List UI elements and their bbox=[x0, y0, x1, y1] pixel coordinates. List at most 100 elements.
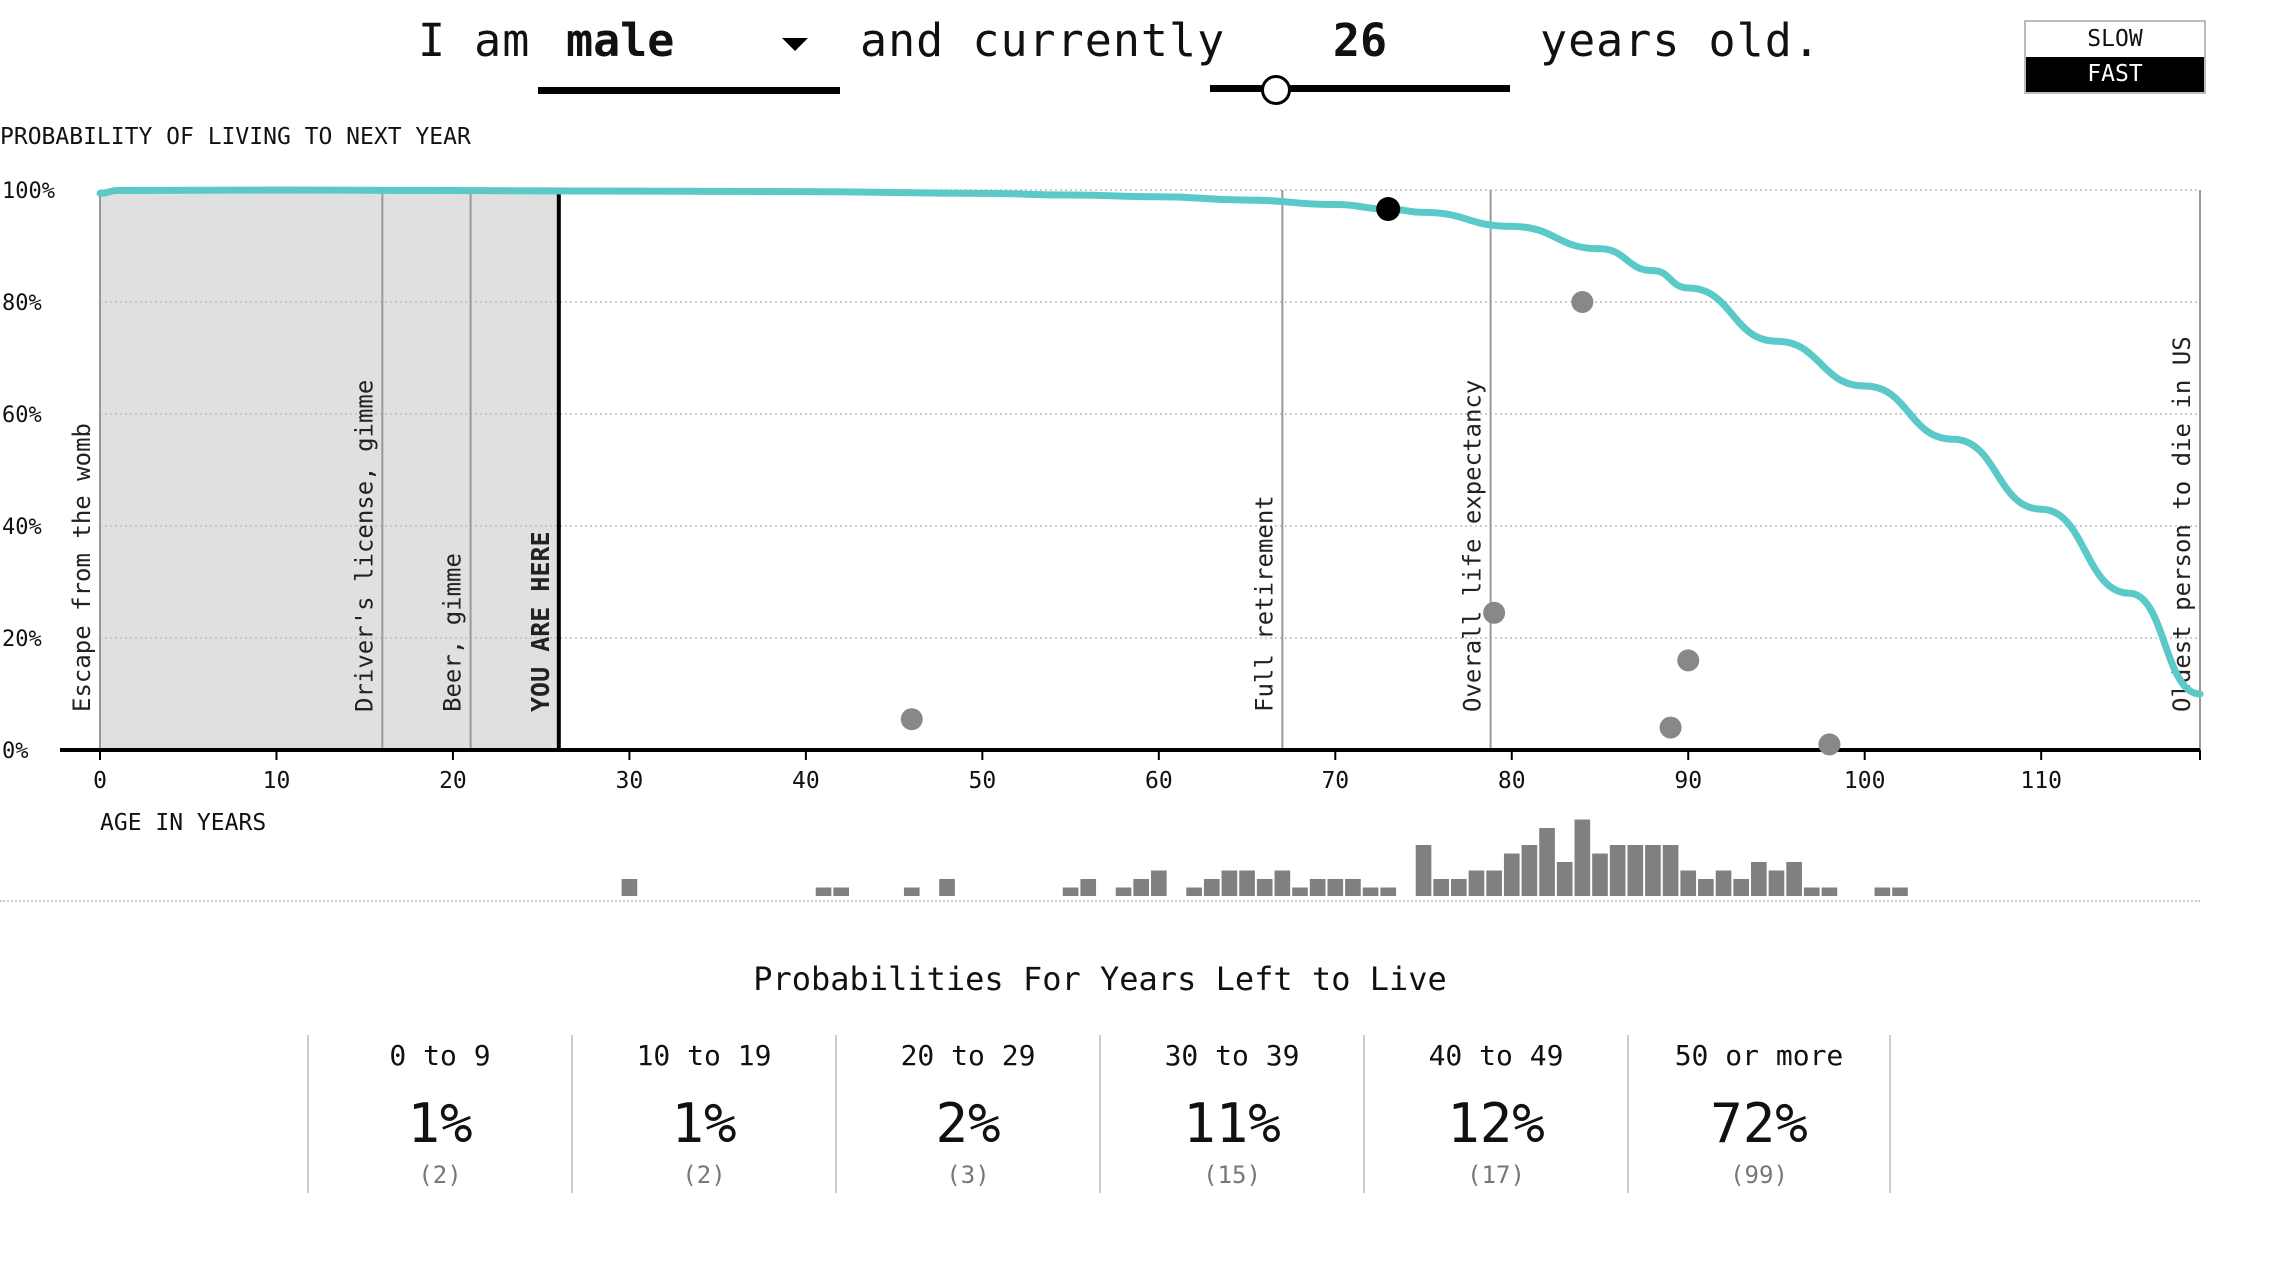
simulated-death-dot bbox=[1659, 716, 1682, 739]
x-tick-label: 50 bbox=[969, 768, 997, 794]
histogram-bar bbox=[1327, 879, 1344, 896]
gender-select[interactable]: male bbox=[538, 14, 840, 94]
years-left-cell: 20 to 29 2% (3) bbox=[835, 1035, 1099, 1193]
cell-range: 30 to 39 bbox=[1164, 1039, 1300, 1072]
chevron-down-icon[interactable] bbox=[782, 38, 808, 51]
histogram-bar bbox=[1151, 870, 1167, 896]
histogram-bar bbox=[1539, 828, 1555, 896]
milestone-label: Full retirement bbox=[1250, 495, 1278, 712]
histogram-bar bbox=[1186, 887, 1202, 896]
cell-percent: 2% bbox=[935, 1092, 1001, 1155]
simulated-death-dot bbox=[900, 708, 923, 731]
histogram-bar bbox=[1892, 887, 1908, 896]
histogram-bar bbox=[1662, 845, 1679, 896]
years-left-cell: 0 to 9 1% (2) bbox=[307, 1035, 571, 1193]
histogram-bar bbox=[1698, 879, 1714, 896]
slider-track[interactable] bbox=[1210, 85, 1510, 92]
slider-handle[interactable] bbox=[1261, 75, 1291, 105]
milestone-label: Driver's license, gimme bbox=[350, 380, 378, 712]
histogram-bar bbox=[939, 879, 955, 896]
histogram-bar bbox=[1574, 819, 1591, 896]
cell-range: 40 to 49 bbox=[1428, 1039, 1564, 1072]
histogram-bar bbox=[1468, 870, 1485, 896]
years-left-cell: 10 to 19 1% (2) bbox=[571, 1035, 835, 1193]
histogram-bar bbox=[1309, 879, 1326, 896]
histogram-bar bbox=[1203, 879, 1220, 896]
years-old-text: years old. bbox=[1540, 14, 1821, 67]
milestone-label: Escape from the womb bbox=[68, 423, 96, 712]
histogram-bar bbox=[1786, 862, 1802, 896]
x-tick-label: 70 bbox=[1321, 768, 1349, 794]
x-tick-label: 110 bbox=[2020, 768, 2062, 794]
years-left-cell: 40 to 49 12% (17) bbox=[1363, 1035, 1627, 1193]
speed-fast-button[interactable]: FAST bbox=[2026, 57, 2204, 92]
histogram-bar bbox=[1080, 879, 1097, 896]
milestone-label: Oldest person to die in US bbox=[2168, 336, 2196, 712]
years-left-title: Probabilities For Years Left to Live bbox=[753, 960, 1447, 998]
cell-range: 0 to 9 bbox=[389, 1039, 491, 1072]
histogram-baseline bbox=[0, 900, 2200, 902]
histogram-bar bbox=[1609, 845, 1626, 896]
cell-count: (17) bbox=[1467, 1161, 1525, 1189]
histogram-bar bbox=[1733, 879, 1749, 896]
histogram-bar bbox=[1433, 879, 1449, 896]
milestone-label: Overall life expectancy bbox=[1459, 380, 1487, 712]
histogram-bar bbox=[1451, 879, 1467, 896]
and-currently-text: and currently bbox=[860, 14, 1226, 67]
histogram-bar bbox=[1133, 879, 1149, 896]
age-slider[interactable] bbox=[1210, 75, 1510, 115]
histogram-bar bbox=[621, 879, 638, 896]
histogram-bar bbox=[1292, 887, 1308, 896]
x-tick-label: 30 bbox=[616, 768, 644, 794]
survival-chart: 0% 20% 40% 60% 80% 100% Escape from the womb Dr… bbox=[2, 179, 2204, 896]
histogram-bar bbox=[1486, 870, 1502, 896]
current-point-dot bbox=[1376, 197, 1401, 222]
histogram-bar bbox=[1680, 870, 1697, 896]
cell-count: (2) bbox=[418, 1161, 462, 1189]
histogram-bar bbox=[1874, 887, 1891, 896]
histogram-bar bbox=[1345, 879, 1361, 896]
x-tick-label: 90 bbox=[1674, 768, 1702, 794]
age-value: 26 bbox=[1332, 14, 1388, 67]
histogram-bar bbox=[1751, 862, 1767, 896]
cell-count: (15) bbox=[1203, 1161, 1261, 1189]
simulated-death-dot bbox=[1483, 601, 1506, 624]
histogram-bar bbox=[1362, 887, 1379, 896]
simulated-death-dot bbox=[1571, 291, 1594, 313]
histogram-bar bbox=[1556, 862, 1573, 896]
histogram-bar bbox=[1380, 887, 1397, 896]
y-tick-label: 60% bbox=[2, 403, 42, 428]
histogram-bar bbox=[1768, 870, 1785, 896]
gender-value: male bbox=[566, 14, 675, 67]
histogram-bar bbox=[1821, 887, 1838, 896]
histogram-bar bbox=[1592, 853, 1608, 896]
x-tick-label: 60 bbox=[1145, 768, 1173, 794]
x-axis-title: AGE IN YEARS bbox=[100, 810, 266, 836]
intro-text: I am bbox=[418, 14, 531, 67]
y-tick-label: 40% bbox=[2, 515, 42, 540]
simulated-death-dot bbox=[1677, 649, 1700, 672]
histogram-bar bbox=[903, 887, 920, 896]
y-tick-label: 20% bbox=[2, 627, 42, 652]
histogram-bar bbox=[1803, 887, 1820, 896]
x-tick-label: 80 bbox=[1498, 768, 1526, 794]
milestone-label: YOU ARE HERE bbox=[526, 531, 555, 712]
histogram-bar bbox=[1256, 879, 1273, 896]
cell-percent: 1% bbox=[407, 1092, 473, 1155]
x-tick-label: 0 bbox=[93, 768, 107, 794]
x-tick-label: 20 bbox=[439, 768, 467, 794]
histogram-bar bbox=[1521, 845, 1538, 896]
y-axis-title: PROBABILITY OF LIVING TO NEXT YEAR bbox=[0, 124, 471, 150]
cell-count: (99) bbox=[1730, 1161, 1788, 1189]
histogram-bar bbox=[1239, 870, 1255, 896]
y-tick-label: 80% bbox=[2, 291, 42, 316]
cell-count: (2) bbox=[682, 1161, 726, 1189]
histogram-bar bbox=[1115, 887, 1132, 896]
y-tick-label: 100% bbox=[2, 179, 55, 204]
years-left-cell: 30 to 39 11% (15) bbox=[1099, 1035, 1363, 1193]
speed-toggle[interactable]: SLOW FAST bbox=[2024, 20, 2206, 94]
histogram-bar bbox=[833, 887, 849, 896]
cell-percent: 12% bbox=[1447, 1092, 1545, 1155]
simulated-death-dot bbox=[1818, 733, 1841, 756]
speed-slow-button[interactable]: SLOW bbox=[2087, 26, 2143, 52]
